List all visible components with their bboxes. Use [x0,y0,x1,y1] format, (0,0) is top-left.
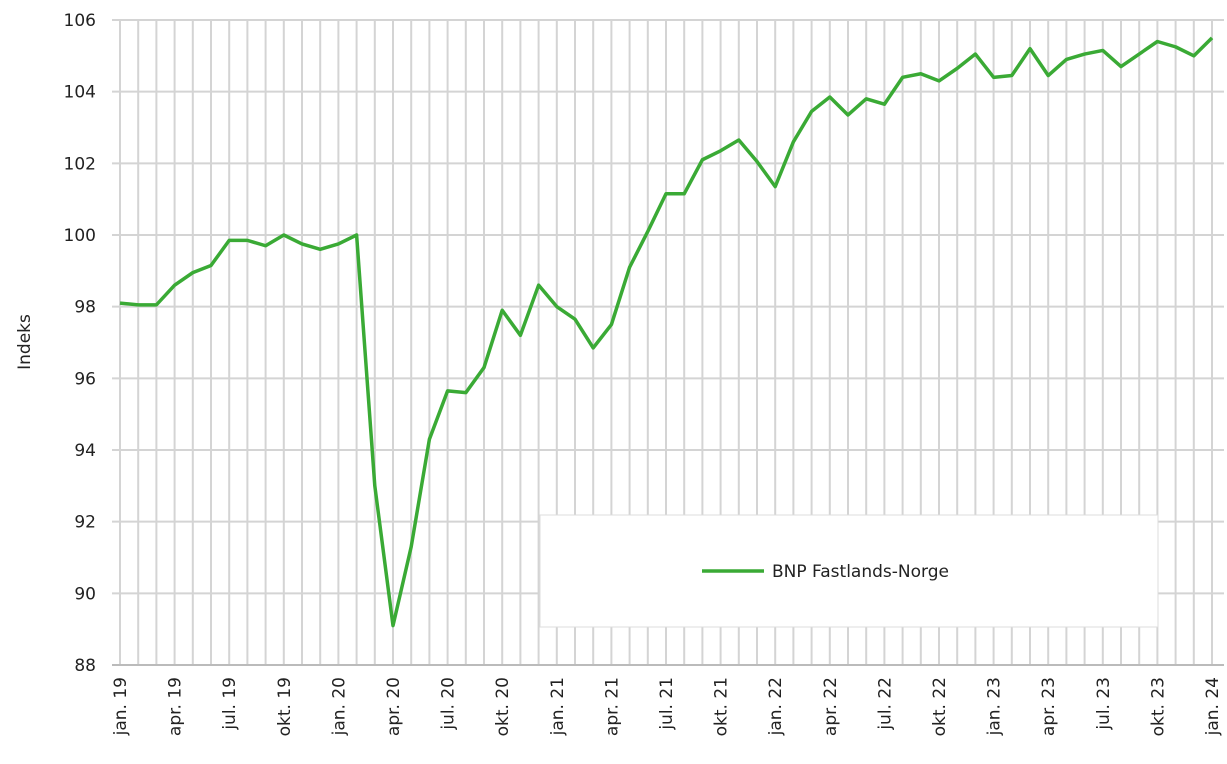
y-tick-label: 100 [64,226,96,246]
legend-label: BNP Fastlands-Norge [772,562,949,582]
y-tick-label: 106 [64,11,96,31]
y-tick-label: 98 [74,298,96,318]
data-line [119,36,1214,628]
x-tick-label: jan. 21 [548,677,568,736]
y-tick-label: 104 [64,83,96,103]
x-tick-label: okt. 23 [1148,677,1168,736]
y-axis-label: Indeks [15,314,35,370]
x-tick-label: jan. 20 [329,677,349,736]
x-tick-label: jan. 24 [1203,677,1223,736]
x-tick-label: okt. 21 [712,677,732,736]
y-tick-label: 90 [74,584,96,604]
x-tick-label: apr. 21 [602,677,622,736]
x-tick-label: okt. 22 [930,677,950,736]
x-tick-label: jul. 21 [657,677,677,731]
y-tick-label: 96 [74,369,96,389]
y-tick-label: 102 [64,154,96,174]
y-tick-label: 94 [74,441,96,461]
x-tick-label: jan. 23 [985,677,1005,736]
y-tick-label: 88 [74,656,96,676]
x-tick-label: okt. 19 [275,677,295,736]
x-tick-label: okt. 20 [493,677,513,736]
legend-box [539,514,1159,628]
legend: BNP Fastlands-Norge [539,514,1159,628]
y-tick-label: 92 [74,513,96,533]
x-tick-label: apr. 22 [821,677,841,736]
x-tick-label: jul. 22 [875,677,895,731]
x-tick-label: apr. 20 [384,677,404,736]
x-tick-label: jul. 19 [220,677,240,731]
x-tick-label: jan. 19 [111,677,131,736]
x-tick-label: apr. 23 [1039,677,1059,736]
x-tick-label: jan. 22 [766,677,786,736]
x-tick-label: jul. 23 [1094,677,1114,731]
x-tick-label: apr. 19 [166,677,186,736]
x-tick-label: jul. 20 [439,677,459,731]
